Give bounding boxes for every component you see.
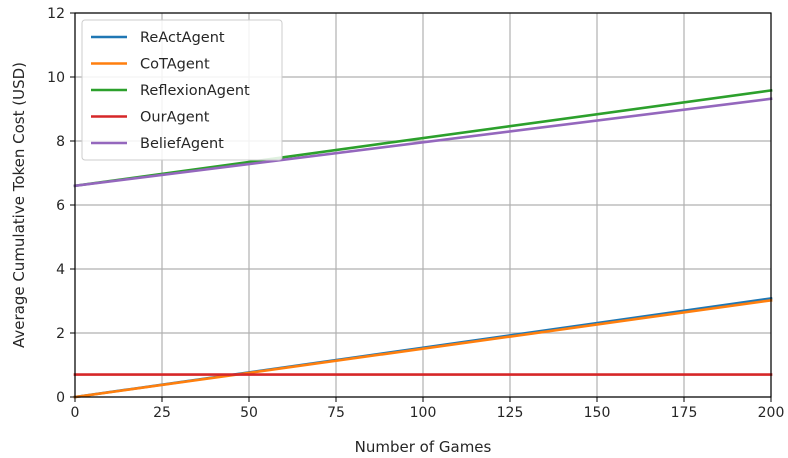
series-lines <box>73 88 773 399</box>
x-tick-label: 100 <box>410 405 437 421</box>
legend-box <box>81 19 283 161</box>
y-axis-label: Average Cumulative Token Cost (USD) <box>10 62 28 348</box>
legend-label: ReflexionAgent <box>140 83 250 99</box>
series-line-cotagent <box>73 298 773 399</box>
y-tick-label: 0 <box>56 390 65 406</box>
x-tick-label: 0 <box>71 405 80 421</box>
series-line-beliefagent <box>73 97 773 188</box>
y-tick-label: 6 <box>56 198 65 214</box>
x-tick-label: 150 <box>584 405 611 421</box>
legend-label: OurAgent <box>140 110 210 126</box>
legend-label: BeliefAgent <box>140 136 224 152</box>
y-tick-label: 8 <box>56 134 65 150</box>
x-tick-label: 25 <box>153 405 171 421</box>
legend-label: ReActAgent <box>140 30 225 46</box>
x-tick-label: 175 <box>671 405 698 421</box>
legend: ReActAgent CoTAgent ReflexionAgent OurAgent… <box>81 19 283 161</box>
x-axis-label: Number of Games <box>355 438 492 456</box>
y-tick-label: 4 <box>56 262 65 278</box>
x-tick-label: 75 <box>327 405 345 421</box>
axis-ticks: 0 25 50 75 100 125 150 175 200 0 2 4 6 8 10 12 <box>47 6 784 421</box>
x-tick-label: 200 <box>758 405 785 421</box>
series-line-reflexionagent <box>73 88 773 188</box>
x-tick-label: 125 <box>497 405 524 421</box>
x-tick-label: 50 <box>240 405 258 421</box>
y-tick-label: 2 <box>56 326 65 342</box>
legend-label: CoTAgent <box>140 57 210 73</box>
y-tick-label: 10 <box>47 70 65 86</box>
y-tick-label: 12 <box>47 6 65 22</box>
